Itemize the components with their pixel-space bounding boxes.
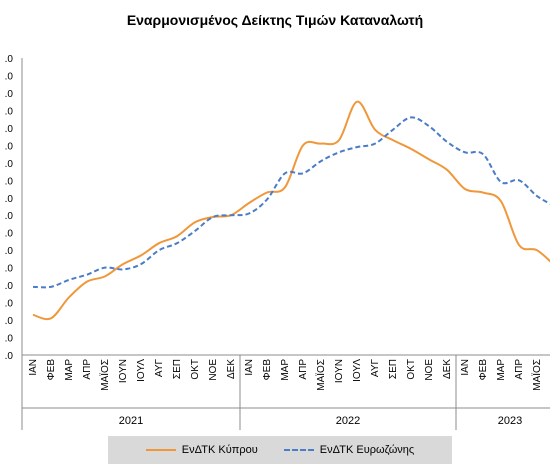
legend: ΕνΔΤΚ Κύπρου ΕνΔΤΚ Ευρωζώνης bbox=[108, 436, 452, 464]
y-tick-label: .0 bbox=[5, 54, 14, 65]
x-tick-label: ΙΟΥΝ bbox=[118, 359, 129, 383]
y-tick-label: .0 bbox=[5, 194, 14, 205]
x-tick-label: ΙΑΝ bbox=[244, 359, 255, 376]
x-tick-labels: ΙΑΝ ΦΕΒ ΜΑΡ ΑΠΡ ΜΑΪΟΣ ΙΟΥΝ ΙΟΥΛ ΑΥΓ ΣΕΠ ΟΚΤ ΝΟΕ ΔΕΚ… bbox=[28, 359, 543, 391]
x-tick-label: ΟΚΤ bbox=[190, 359, 201, 380]
x-tick-label: ΔΕΚ bbox=[442, 359, 453, 379]
y-tick-label: .0 bbox=[5, 106, 14, 117]
x-tick-label: ΜΑΡ bbox=[280, 359, 291, 381]
legend-item-cyprus: ΕνΔΤΚ Κύπρου bbox=[145, 444, 258, 456]
x-tick-label: ΑΥΓ bbox=[154, 359, 165, 378]
x-tick-label: ΜΑΪΟΣ bbox=[315, 359, 327, 391]
x-tick-label: ΦΕΒ bbox=[478, 359, 489, 381]
y-tick-label: .0 bbox=[5, 299, 14, 310]
series-group bbox=[32, 100, 550, 321]
x-tick-label: ΜΑΡ bbox=[496, 359, 507, 381]
x-tick-label: ΙΑΝ bbox=[28, 359, 39, 376]
y-tick-label: .0 bbox=[5, 176, 14, 187]
x-tick-label: ΙΑΝ bbox=[460, 359, 471, 376]
y-tick-label: .0 bbox=[5, 211, 14, 222]
year-label: 2023 bbox=[498, 415, 522, 427]
x-tick-label: ΣΕΠ bbox=[172, 359, 183, 379]
y-tick-label: .0 bbox=[5, 351, 14, 362]
y-tick-label: .0 bbox=[5, 89, 14, 100]
x-tick-label: ΝΟΕ bbox=[424, 359, 435, 381]
x-tick-label: ΙΟΥΛ bbox=[352, 359, 363, 382]
x-tick-label: ΑΠΡ bbox=[514, 359, 525, 380]
legend-label-cyprus: ΕνΔΤΚ Κύπρου bbox=[181, 444, 258, 456]
y-tick-label: .0 bbox=[5, 264, 14, 275]
y-tick-labels: .0 .0 .0 .0 .0 .0 .0 .0 .0 .0 .0 .0 .0 .0 .0 .0 .0 .0 bbox=[5, 54, 14, 362]
axes-group bbox=[21, 58, 550, 430]
series-line-cyprus bbox=[32, 100, 550, 321]
x-tick-label: ΝΟΕ bbox=[208, 359, 219, 381]
y-tick-label: .0 bbox=[5, 334, 14, 345]
x-tick-label: ΙΟΥΝ bbox=[334, 359, 345, 383]
year-label: 2021 bbox=[119, 415, 143, 427]
chart-title: Εναρμονισμένος Δείκτης Τιμών Καταναλωτή bbox=[126, 12, 424, 28]
legend-swatch-cyprus bbox=[145, 449, 176, 451]
legend-swatch-eurozone bbox=[283, 449, 314, 451]
year-label: 2022 bbox=[336, 415, 360, 427]
y-tick-label: .0 bbox=[5, 141, 14, 152]
x-tick-label: ΑΥΓ bbox=[370, 359, 381, 378]
x-tick-label: ΔΕΚ bbox=[226, 359, 237, 379]
x-tick-label: ΙΟΥΛ bbox=[136, 359, 147, 382]
x-tick-label: ΜΑΡ bbox=[64, 359, 75, 381]
legend-label-eurozone: ΕνΔΤΚ Ευρωζώνης bbox=[319, 444, 415, 456]
y-tick-label: .0 bbox=[5, 159, 14, 170]
y-tick-label: .0 bbox=[5, 281, 14, 292]
x-tick-label: ΑΠΡ bbox=[82, 359, 93, 380]
x-tick-label: ΦΕΒ bbox=[262, 359, 273, 381]
y-tick-label: .0 bbox=[5, 246, 14, 257]
x-tick-label: ΑΠΡ bbox=[298, 359, 309, 380]
x-tick-label: ΣΕΠ bbox=[388, 359, 399, 379]
year-labels: 2021 2022 2023 bbox=[119, 415, 522, 427]
x-tick-label: ΦΕΒ bbox=[46, 359, 57, 381]
series-line-eurozone bbox=[32, 116, 550, 289]
x-tick-label: ΜΑΪΟΣ bbox=[531, 359, 543, 391]
x-tick-label: ΜΑΪΟΣ bbox=[99, 359, 111, 391]
x-tick-label: ΟΚΤ bbox=[406, 359, 417, 380]
y-tick-label: .0 bbox=[5, 316, 14, 327]
y-tick-label: .0 bbox=[5, 71, 14, 82]
legend-item-eurozone: ΕνΔΤΚ Ευρωζώνης bbox=[283, 444, 415, 456]
y-tick-label: .0 bbox=[5, 124, 14, 135]
y-tick-label: .0 bbox=[5, 229, 14, 240]
